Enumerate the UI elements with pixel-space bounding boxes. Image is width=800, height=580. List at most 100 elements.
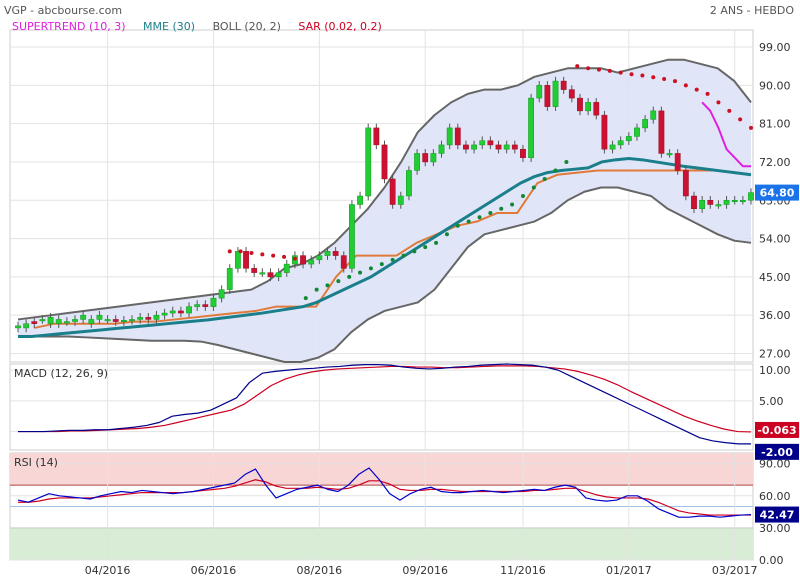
candle-88	[731, 200, 738, 203]
candle-60	[503, 144, 510, 150]
candle-82	[682, 170, 689, 197]
candle-9	[88, 319, 95, 324]
candle-16	[145, 317, 152, 320]
x-tick-2: 08/2016	[296, 564, 342, 577]
candle-19	[169, 310, 176, 314]
sar-dot-45	[716, 100, 721, 105]
candle-58	[487, 140, 494, 146]
candle-53	[446, 127, 453, 146]
candle-67	[560, 80, 567, 90]
candle-63	[528, 97, 534, 158]
sar-dot-34	[596, 67, 601, 72]
candle-31	[267, 272, 274, 278]
legend-sar: SAR (0.02, 0.2)	[298, 20, 382, 33]
candle-24	[210, 297, 217, 307]
sar-dot-41	[672, 79, 677, 84]
sar-dot-2	[249, 251, 254, 256]
candle-14	[129, 319, 135, 322]
candle-57	[479, 140, 486, 146]
sar-dot-22	[466, 219, 471, 224]
candle-18	[161, 312, 168, 316]
candle-62	[520, 148, 526, 158]
candle-68	[568, 89, 575, 99]
candle-38	[324, 251, 331, 256]
sar-dot-5	[282, 254, 287, 259]
candle-70	[585, 102, 592, 112]
candle-26	[226, 268, 233, 290]
macd-ytick-1: 5.00	[759, 395, 784, 408]
bollinger-lower-line	[18, 186, 752, 363]
candle-42	[357, 195, 363, 205]
macd-panel: 10.005.000.00-0.063-2.00	[9, 363, 799, 460]
sar-dot-48	[749, 125, 753, 130]
rsi-overbought-zone	[10, 453, 753, 486]
sar-dot-0	[227, 249, 232, 254]
sar-dot-32	[575, 64, 580, 69]
macd-line	[18, 363, 751, 445]
candle-30	[259, 272, 266, 275]
indicator-legend: SUPERTREND (10, 3) MME (30) BOLL (20, 2)…	[12, 20, 396, 33]
price-ytick-8: 27.00	[759, 347, 791, 360]
candle-54	[454, 127, 461, 146]
candle-73	[609, 144, 616, 150]
candle-17	[153, 314, 160, 320]
candle-15	[137, 317, 144, 320]
sar-dot-24	[488, 211, 493, 216]
chart-period: 2 ANS - HEBDO	[709, 4, 794, 17]
candle-6	[63, 321, 70, 324]
candle-72	[601, 114, 608, 150]
sar-dot-20	[444, 232, 449, 237]
price-ytick-1: 90.00	[759, 79, 791, 92]
x-tick-5: 01/2017	[606, 564, 652, 577]
sar-dot-33	[586, 66, 591, 71]
candle-71	[593, 102, 600, 116]
candle-28	[243, 251, 249, 269]
candle-55	[463, 144, 469, 150]
rsi-signal-line	[18, 479, 751, 516]
sar-dot-31	[564, 159, 569, 164]
macd-frame	[9, 363, 754, 451]
sar-dot-17	[412, 249, 417, 254]
candle-0	[15, 325, 21, 329]
rsi-value-tag: 42.47	[760, 509, 795, 522]
candle-32	[275, 272, 282, 278]
x-tick-0: 04/2016	[85, 564, 131, 577]
candle-51	[430, 153, 437, 163]
sar-dot-15	[390, 257, 395, 262]
candle-89	[739, 200, 746, 203]
sar-dot-27	[520, 194, 525, 198]
candle-44	[373, 127, 380, 146]
candle-7	[72, 319, 78, 322]
candle-85	[707, 200, 714, 205]
price-ytick-2: 81.00	[759, 118, 791, 131]
candle-87	[723, 200, 730, 205]
ema-line	[18, 157, 752, 338]
sar-dot-46	[727, 108, 732, 113]
price-panel: 99.0090.0081.0072.0063.0054.0045.0036.00…	[9, 29, 799, 363]
sar-dot-26	[510, 202, 515, 207]
candle-37	[316, 255, 323, 261]
candle-81	[674, 153, 681, 171]
candle-61	[511, 144, 518, 150]
price-ytick-0: 99.00	[759, 41, 791, 54]
macd-value-tag-bg	[755, 443, 799, 460]
candle-65	[544, 85, 551, 107]
candle-5	[55, 319, 62, 324]
candle-90	[748, 192, 754, 201]
candle-2	[31, 321, 38, 324]
rsi-oversold-zone	[10, 527, 753, 560]
sar-dot-4	[271, 253, 276, 258]
candle-3	[39, 319, 46, 322]
candle-20	[177, 310, 184, 314]
sar-dot-16	[401, 253, 406, 258]
candle-23	[202, 304, 209, 307]
candle-27	[235, 251, 241, 269]
sar-dot-29	[542, 176, 547, 181]
macd-value-tag: -2.00	[761, 446, 793, 459]
rsi-ytick-3: 0.00	[759, 554, 784, 567]
sar-dot-8	[314, 287, 319, 292]
rsi-value-tag-bg	[755, 506, 799, 523]
sar-dot-25	[499, 206, 504, 211]
candle-69	[577, 97, 583, 112]
